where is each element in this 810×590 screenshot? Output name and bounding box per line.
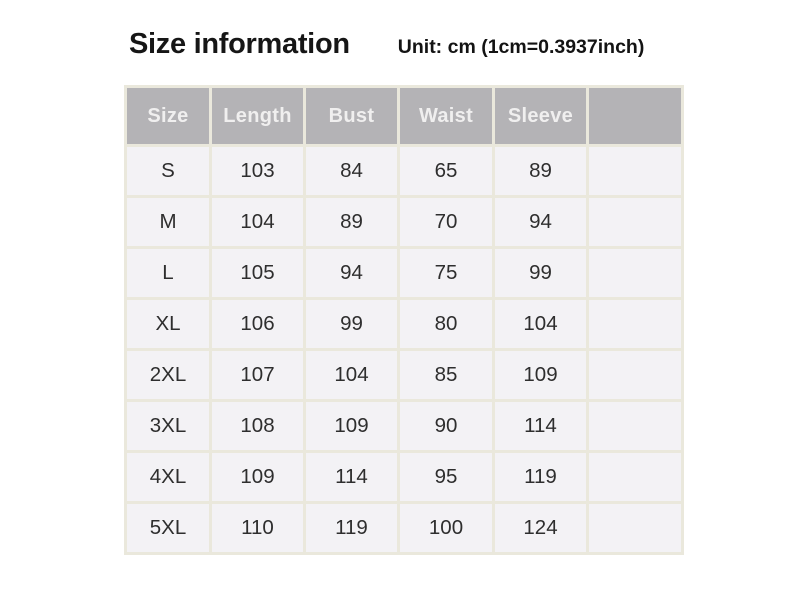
measurement-cell: 104 [209, 195, 306, 249]
measurement-cell: 119 [303, 501, 400, 555]
table-row: M 104 89 70 94 [124, 195, 684, 249]
measurement-cell [586, 144, 684, 198]
table-row: 4XL 109 114 95 119 [124, 450, 684, 504]
measurement-cell: 124 [492, 501, 589, 555]
measurement-cell [586, 195, 684, 249]
measurement-cell: 104 [303, 348, 400, 402]
measurement-cell: 89 [303, 195, 400, 249]
measurement-cell [586, 348, 684, 402]
measurement-cell: 114 [492, 399, 589, 453]
measurement-cell [586, 450, 684, 504]
size-table: Size Length Bust Waist Sleeve S 103 84 65 89… [124, 85, 684, 555]
measurement-cell [586, 501, 684, 555]
measurement-cell: 119 [492, 450, 589, 504]
measurement-cell: 108 [209, 399, 306, 453]
measurement-cell: 94 [303, 246, 400, 300]
measurement-cell: 114 [303, 450, 400, 504]
measurement-cell: 80 [397, 297, 495, 351]
size-cell: L [124, 246, 212, 300]
size-cell: 2XL [124, 348, 212, 402]
measurement-cell [586, 399, 684, 453]
measurement-cell: 94 [492, 195, 589, 249]
measurement-cell: 109 [209, 450, 306, 504]
size-cell: S [124, 144, 212, 198]
size-cell: M [124, 195, 212, 249]
measurement-cell: 99 [492, 246, 589, 300]
measurement-cell: 84 [303, 144, 400, 198]
page-header: Size information Unit: cm (1cm=0.3937inc… [129, 28, 644, 61]
measurement-cell: 109 [492, 348, 589, 402]
table-row: 3XL 108 109 90 114 [124, 399, 684, 453]
size-cell: 3XL [124, 399, 212, 453]
column-header-length: Length [209, 85, 306, 147]
measurement-cell: 65 [397, 144, 495, 198]
page-title: Size information [129, 28, 350, 60]
table-header-row: Size Length Bust Waist Sleeve [124, 85, 684, 147]
table-row: XL 106 99 80 104 [124, 297, 684, 351]
measurement-cell: 106 [209, 297, 306, 351]
column-header-waist: Waist [397, 85, 495, 147]
measurement-cell: 103 [209, 144, 306, 198]
measurement-cell: 70 [397, 195, 495, 249]
measurement-cell: 104 [492, 297, 589, 351]
measurement-cell: 109 [303, 399, 400, 453]
measurement-cell: 107 [209, 348, 306, 402]
column-header-bust: Bust [303, 85, 400, 147]
measurement-cell: 75 [397, 246, 495, 300]
measurement-cell: 95 [397, 450, 495, 504]
table-row: L 105 94 75 99 [124, 246, 684, 300]
measurement-cell: 85 [397, 348, 495, 402]
size-cell: 5XL [124, 501, 212, 555]
measurement-cell: 100 [397, 501, 495, 555]
measurement-cell: 90 [397, 399, 495, 453]
size-cell: 4XL [124, 450, 212, 504]
measurement-cell: 99 [303, 297, 400, 351]
table-row: 2XL 107 104 85 109 [124, 348, 684, 402]
measurement-cell [586, 246, 684, 300]
measurement-cell: 110 [209, 501, 306, 555]
measurement-cell: 105 [209, 246, 306, 300]
measurement-cell: 89 [492, 144, 589, 198]
size-cell: XL [124, 297, 212, 351]
table-body: S 103 84 65 89 M 104 89 70 94 L 105 94 75 99 XL 106 99 80 1… [124, 144, 684, 555]
measurement-cell [586, 297, 684, 351]
unit-note: Unit: cm (1cm=0.3937inch) [397, 36, 645, 58]
table-row: S 103 84 65 89 [124, 144, 684, 198]
table-row: 5XL 110 119 100 124 [124, 501, 684, 555]
column-header-empty [586, 85, 684, 147]
column-header-sleeve: Sleeve [492, 85, 589, 147]
column-header-size: Size [124, 85, 212, 147]
